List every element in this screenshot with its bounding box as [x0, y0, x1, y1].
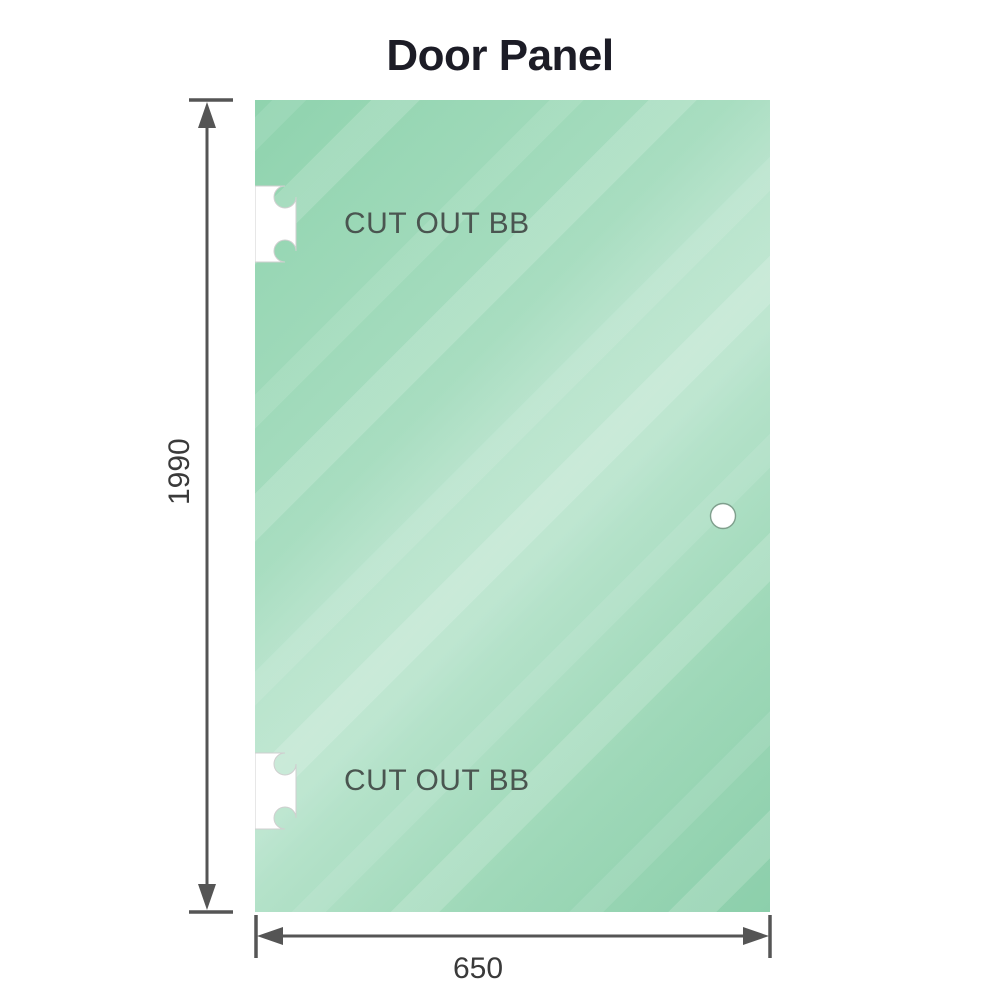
handle-hole-icon	[705, 498, 741, 534]
cut-out-bb-bottom-shape	[255, 745, 307, 837]
cut-out-label-top: CUT OUT BB	[344, 207, 530, 240]
cut-out-label-bottom: CUT OUT BB	[344, 764, 530, 797]
page-title: Door Panel	[386, 31, 614, 80]
width-dimension-label: 650	[452, 952, 504, 985]
height-dimension-label: 1990	[163, 438, 196, 505]
cut-out-bb-top-shape	[255, 178, 307, 270]
glass-panel: CUT OUT BB CUT OUT BB	[255, 100, 770, 912]
glass-surface	[255, 100, 770, 912]
